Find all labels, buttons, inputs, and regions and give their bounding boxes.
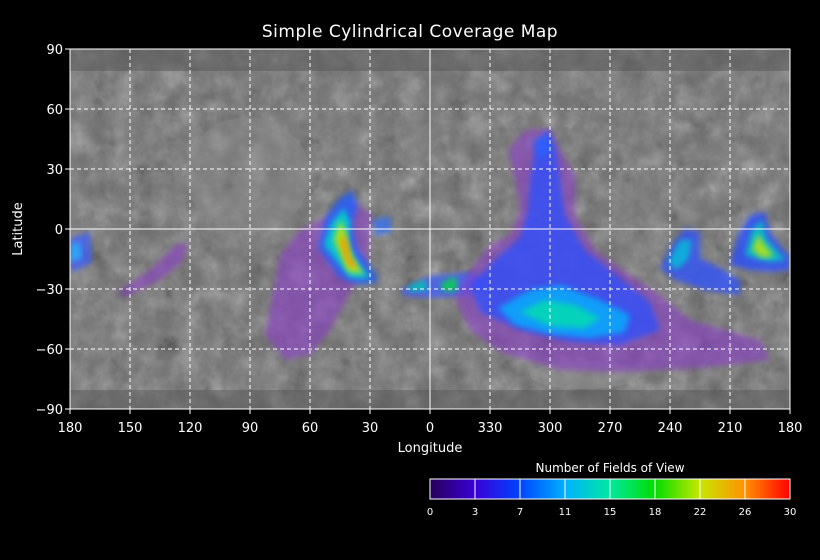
colorbar-tick-label: 26 — [739, 507, 752, 518]
colorbar-tick-label: 11 — [559, 507, 572, 518]
colorbar-tick-label: 22 — [694, 507, 707, 518]
lon-tick-label: 30 — [362, 421, 379, 436]
lat-tick-label: −60 — [36, 343, 63, 358]
coverage-overlay — [70, 128, 790, 372]
colorbar-tick-label: 3 — [472, 507, 478, 518]
lon-tick-label: 60 — [302, 421, 319, 436]
lat-tick-label: −90 — [36, 403, 63, 418]
coverage-west-limb — [70, 232, 188, 297]
coverage-east-crescent — [730, 212, 790, 272]
x-axis-label: Longitude — [398, 441, 463, 456]
lon-tick-label: 270 — [598, 421, 623, 436]
lon-tick-label: 330 — [478, 421, 503, 436]
grid-lines — [70, 49, 790, 409]
coverage-crescent — [265, 190, 392, 360]
lon-tick-label: 0 — [426, 421, 434, 436]
lon-tick-label: 180 — [778, 421, 803, 436]
colorbar-tick-label: 18 — [649, 507, 662, 518]
colorbar-tick-label: 7 — [517, 507, 523, 518]
lat-tick-label: 30 — [46, 163, 63, 178]
colorbar-tick-label: 15 — [604, 507, 617, 518]
lat-tick-label: −30 — [36, 283, 63, 298]
y-axis-label: Latitude — [11, 202, 26, 256]
lon-tick-label: 240 — [658, 421, 683, 436]
lat-tick-label: 60 — [46, 103, 63, 118]
lon-tick-label: 180 — [58, 421, 83, 436]
coverage-east-patch — [660, 228, 740, 295]
lon-tick-label: 90 — [242, 421, 259, 436]
map-title: Simple Cylindrical Coverage Map — [261, 22, 559, 42]
bright-basin — [186, 117, 310, 233]
lat-tick-label: 0 — [55, 223, 63, 238]
lon-tick-label: 300 — [538, 421, 563, 436]
colorbar-title: Number of Fields of View — [535, 461, 684, 475]
lon-tick-label: 210 — [718, 421, 743, 436]
coverage-southern-complex — [455, 128, 770, 372]
colorbar: Number of Fields of View 0 3 7 11 15 18 22 26 30 — [427, 461, 797, 518]
lon-tick-label: 120 — [178, 421, 203, 436]
lat-tick-label: 90 — [46, 43, 63, 58]
colorbar-tick-label: 0 — [427, 507, 433, 518]
lon-tick-label: 150 — [118, 421, 143, 436]
colorbar-tick-label: 30 — [784, 507, 797, 518]
